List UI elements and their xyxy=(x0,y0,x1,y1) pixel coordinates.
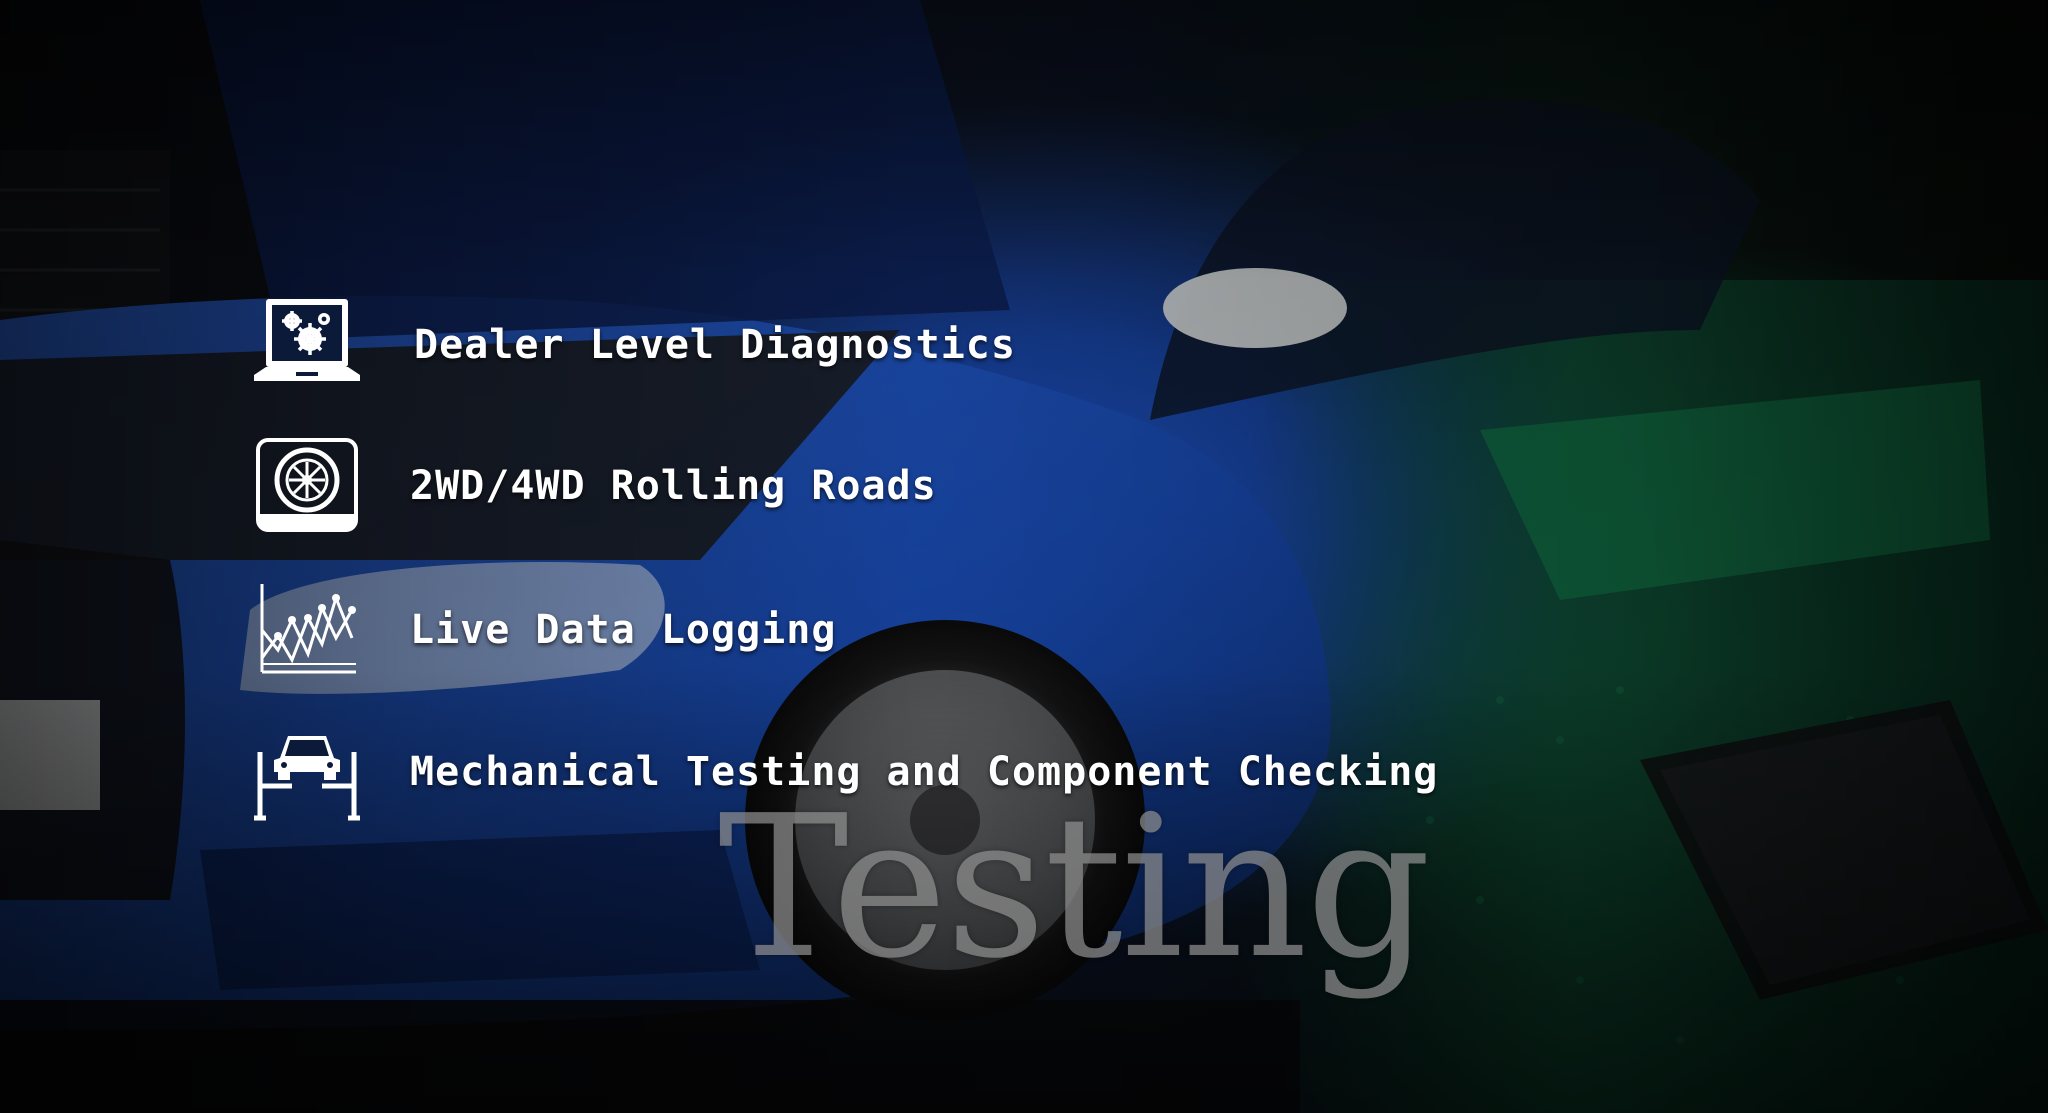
feature-label: 2WD/4WD Rolling Roads xyxy=(410,463,937,509)
feature-label: Live Data Logging xyxy=(410,607,837,653)
feature-dealer-diagnostics: Dealer Level Diagnostics xyxy=(252,295,1016,395)
car-lift-icon xyxy=(252,722,362,822)
feature-label: Dealer Level Diagnostics xyxy=(414,322,1016,368)
line-graph-icon xyxy=(252,580,362,680)
feature-data-logging: Live Data Logging xyxy=(252,580,836,680)
feature-rolling-roads: 2WD/4WD Rolling Roads xyxy=(252,436,937,536)
laptop-gears-icon xyxy=(252,295,362,395)
feature-label: Mechanical Testing and Component Checkin… xyxy=(410,749,1439,795)
wheel-roller-icon xyxy=(252,436,362,536)
feature-mechanical-testing: Mechanical Testing and Component Checkin… xyxy=(252,722,1438,822)
watermark-title: Testing xyxy=(718,774,1431,1002)
